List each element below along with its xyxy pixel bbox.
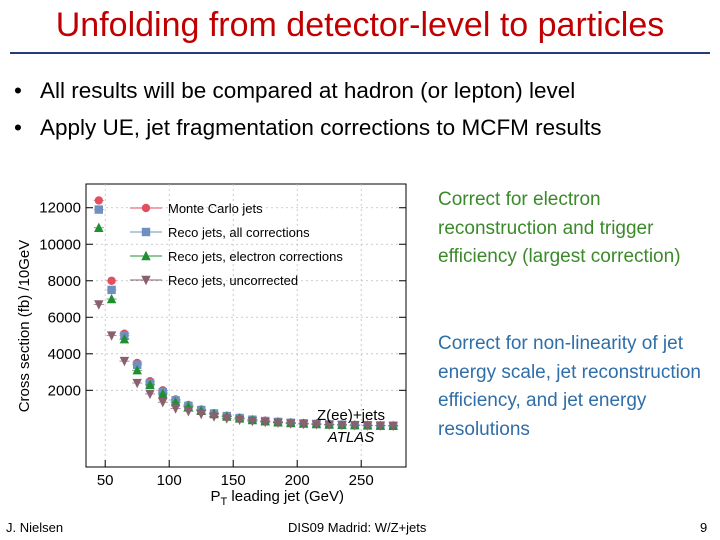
legend: Monte Carlo jets Reco jets, all correctio… [130,201,343,288]
data-markers [93,196,399,432]
data-point [145,379,155,390]
footer-page-number: 9 [700,520,708,535]
grid [86,184,406,467]
data-point [158,388,168,399]
x-tick-label: 200 [285,472,310,489]
y-tick-label: 4000 [48,346,81,363]
y-tick-label: 8000 [48,273,81,290]
x-tick-label: 50 [97,472,114,489]
y-tick-label: 10000 [39,236,81,253]
data-point [94,205,103,214]
tick-labels: 2000 4000 6000 8000 10000 12000 50 100 150 200 250 [39,200,373,489]
x-axis-label-rest: leading jet (GeV) [227,488,344,505]
cross-section-chart: 2000 4000 6000 8000 10000 12000 50 100 150 200 250… [16,183,407,508]
data-point [145,389,155,400]
data-point [286,419,296,429]
data-point [119,333,130,344]
bullet-dot: • [14,78,22,103]
data-point [222,414,232,424]
data-point [107,276,116,285]
legend-marker [141,203,151,213]
data-point [273,418,283,429]
y-axis-label: Cross section (fb) /10GeV [16,240,33,413]
legend-marker [141,227,151,237]
bullet-text: Apply UE, jet fragmentation corrections … [40,115,602,140]
x-axis-label-sub: T [221,496,228,508]
legend-marker [141,275,151,286]
legend-label: Reco jets, electron corrections [168,249,343,264]
data-point [107,285,116,295]
y-tick-label: 12000 [39,200,81,217]
data-point [260,417,270,428]
bullet-text: All results will be compared at hadron (… [40,78,576,103]
bullet-dot: • [14,115,22,140]
legend-label: Monte Carlo jets [168,201,263,216]
footer-author: J. Nielsen [6,520,64,535]
electron-correction-note: Correct for electron reconstruction and … [438,189,681,267]
bullet-item: • Apply UE, jet fragmentation corrections… [14,109,601,146]
data-point [132,378,142,389]
process-annotation: Z(ee)+jets [317,407,385,424]
data-point [298,419,309,430]
data-point [106,293,117,304]
title-rule [10,52,710,54]
data-point [158,397,168,408]
data-point [337,420,347,431]
data-point [133,360,142,369]
data-point [94,196,104,205]
x-tick-label: 100 [157,472,182,489]
data-point [324,420,334,431]
jet-correction-note: Correct for non-linearity of jet energy … [438,333,701,440]
data-point [209,412,219,422]
legend-marker [141,250,151,261]
footer-event: DIS09 Madrid: W/Z+jets [288,520,427,535]
data-point [388,421,398,432]
legend-label: Reco jets, all corrections [168,225,310,240]
x-axis-label-main: P [211,488,221,505]
data-point [170,404,181,414]
experiment-label: ATLAS [327,429,374,446]
data-point [350,421,360,431]
data-point [106,331,117,341]
plot-frame [85,183,407,468]
data-point [94,222,104,233]
x-tick-label: 250 [349,472,374,489]
data-point [119,356,130,367]
data-point [234,415,245,426]
y-tick-label: 2000 [48,382,81,399]
data-point [362,421,373,431]
bullet-list: • All results will be compared at hadron … [14,72,601,146]
data-point [247,416,258,427]
y-tick-label: 6000 [48,309,81,326]
data-point [183,407,194,417]
slide-title: Unfolding from detector-level to particl… [55,6,665,44]
data-point [196,409,206,420]
x-axis-label: PT leading jet (GeV) [211,488,344,508]
legend-label: Reco jets, uncorrected [168,273,298,288]
x-tick-label: 150 [221,472,246,489]
bullet-item: • All results will be compared at hadron … [14,72,601,109]
data-point [170,396,181,407]
data-point [375,421,386,431]
data-point [132,365,142,375]
data-point [94,300,104,310]
axis-ticks [86,207,406,467]
data-point [311,420,322,430]
